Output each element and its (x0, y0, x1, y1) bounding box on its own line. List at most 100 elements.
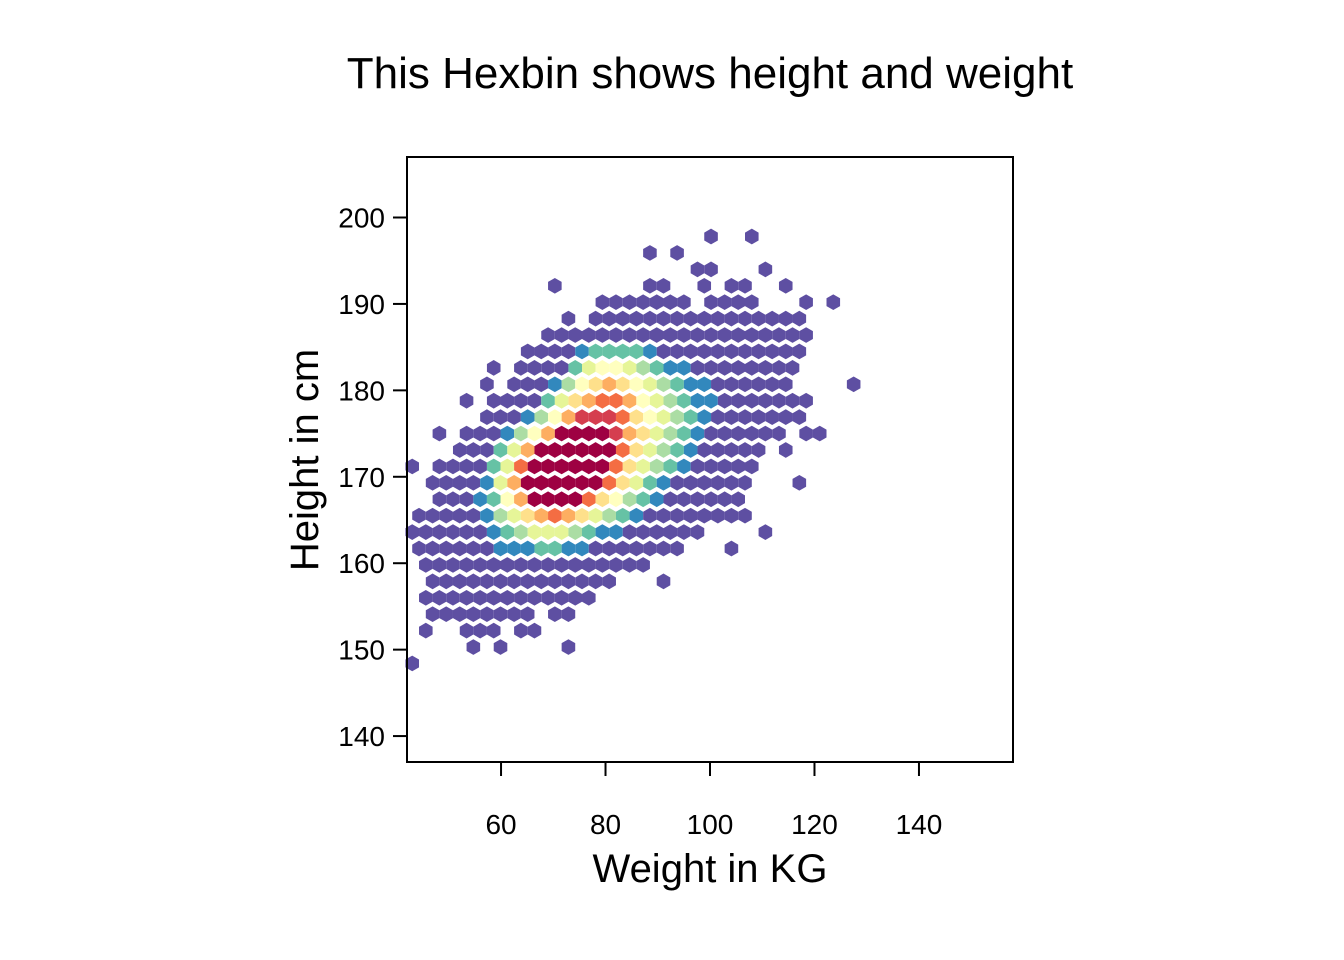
y-tick-label: 150 (338, 635, 385, 666)
hexbin-cell (480, 409, 494, 425)
hexbin-cell (663, 327, 678, 343)
hexbin-cell (486, 491, 501, 508)
hexbin-cell (419, 557, 433, 573)
hexbin-cell (405, 524, 420, 540)
hexbin-cell (602, 573, 616, 590)
hexbin-cell (548, 474, 562, 491)
hexbin-cell (595, 524, 610, 540)
hexbin-cell (466, 507, 481, 524)
hexbin-cell (765, 310, 779, 327)
hexbin-cell (724, 507, 739, 524)
hexbin-cell (629, 343, 644, 360)
hexbin-cell (582, 392, 596, 409)
hexbin-cell (711, 409, 725, 425)
hexbin-cell (548, 277, 562, 294)
hexbin-cell (697, 310, 712, 327)
hexbin-cell (731, 294, 745, 311)
hexbin-cell (527, 524, 542, 540)
y-tick-label: 140 (338, 721, 385, 752)
hexbin-cell (588, 573, 603, 590)
hexbin-cell (663, 360, 678, 376)
hexbin-cell (697, 343, 712, 360)
hexbin-cell (615, 376, 630, 393)
hexbin-cell (575, 507, 589, 524)
hexbin-cell (520, 606, 535, 623)
hexbin-cell (609, 294, 623, 311)
hexbin-cell (690, 458, 705, 475)
hexbin-cell (588, 343, 603, 360)
hexbin-cell (473, 425, 487, 442)
hexbin-cell (582, 524, 596, 540)
hexbin-cell (609, 524, 623, 540)
hexbin-cell (711, 474, 725, 491)
hexbin-cell (520, 474, 535, 491)
hexbin-cell (493, 573, 508, 590)
hexbin-cell (486, 524, 501, 540)
hexbin-cell (792, 310, 807, 327)
hexbin-cell (622, 491, 637, 508)
hexbin-cell (717, 392, 732, 409)
hexbin-cell (615, 507, 630, 524)
hexbin-cell (480, 540, 494, 557)
hexbin-cell (778, 376, 793, 393)
hexbin-cell (636, 491, 650, 508)
hexbin-cell (568, 327, 583, 343)
hexbin-cell (649, 491, 664, 508)
hexbin-cell (629, 507, 644, 524)
hexbin-cell (683, 507, 698, 524)
hexbin-cell (486, 360, 501, 376)
x-tick-label: 140 (896, 809, 943, 840)
hexbin-cell (683, 343, 698, 360)
hexbin-cell (452, 507, 467, 524)
hexbin-cell (432, 589, 447, 606)
hexbin-cell (534, 540, 549, 557)
hexbin-cell (588, 409, 603, 425)
hexbin-cell (452, 573, 467, 590)
hexbin-cell (649, 294, 664, 311)
hexbin-cell (480, 573, 494, 590)
hexbin-cell (452, 474, 467, 491)
hexbin-cell (595, 294, 610, 311)
hexbin-cell (677, 327, 691, 343)
hexbin-cell (507, 606, 521, 623)
hexbin-cell (772, 360, 786, 376)
hexbin-cell (554, 392, 569, 409)
hexbin-cell (609, 360, 623, 376)
hexbin-cell (629, 474, 644, 491)
hexbin-cell (459, 425, 474, 442)
hexbin-cell (575, 409, 589, 425)
hexbin-cell (731, 491, 745, 508)
hexbin-cell (500, 557, 515, 573)
hexbin-cell (663, 458, 678, 475)
hexbin-cell (738, 442, 752, 458)
hexbin-cell (582, 458, 596, 475)
hexbin-cell (649, 360, 664, 376)
hexbin-cell (731, 392, 745, 409)
hexbin-cell (677, 360, 691, 376)
hexbin-cell (663, 294, 678, 311)
hexbin-cell (738, 277, 752, 294)
hexbin-cell (500, 425, 515, 442)
hexbin-cell (466, 442, 481, 458)
hexbin-cell (690, 425, 705, 442)
hexbin-cell (745, 392, 759, 409)
hexbin-cell (500, 458, 515, 475)
hexbin-cell (704, 458, 718, 475)
hexbin-cell (717, 458, 732, 475)
hexbin-cell (649, 524, 664, 540)
hexbin-cell (575, 376, 589, 393)
hexbin-cell (548, 606, 562, 623)
hexbin-cell (704, 425, 718, 442)
hexbin-cell (473, 622, 487, 639)
hexbin-cell (724, 409, 739, 425)
hexbin-cell (595, 491, 610, 508)
hexbin-cell (588, 376, 603, 393)
hexbin-cell (745, 294, 759, 311)
hexbin-cell (575, 442, 589, 458)
hexbin-cell (670, 540, 684, 557)
hexbin-cell (683, 376, 698, 393)
hexbin-cell (541, 458, 555, 475)
hexbin-cell (690, 524, 705, 540)
hexbin-cell (799, 294, 813, 311)
hexbin-cell (459, 589, 474, 606)
